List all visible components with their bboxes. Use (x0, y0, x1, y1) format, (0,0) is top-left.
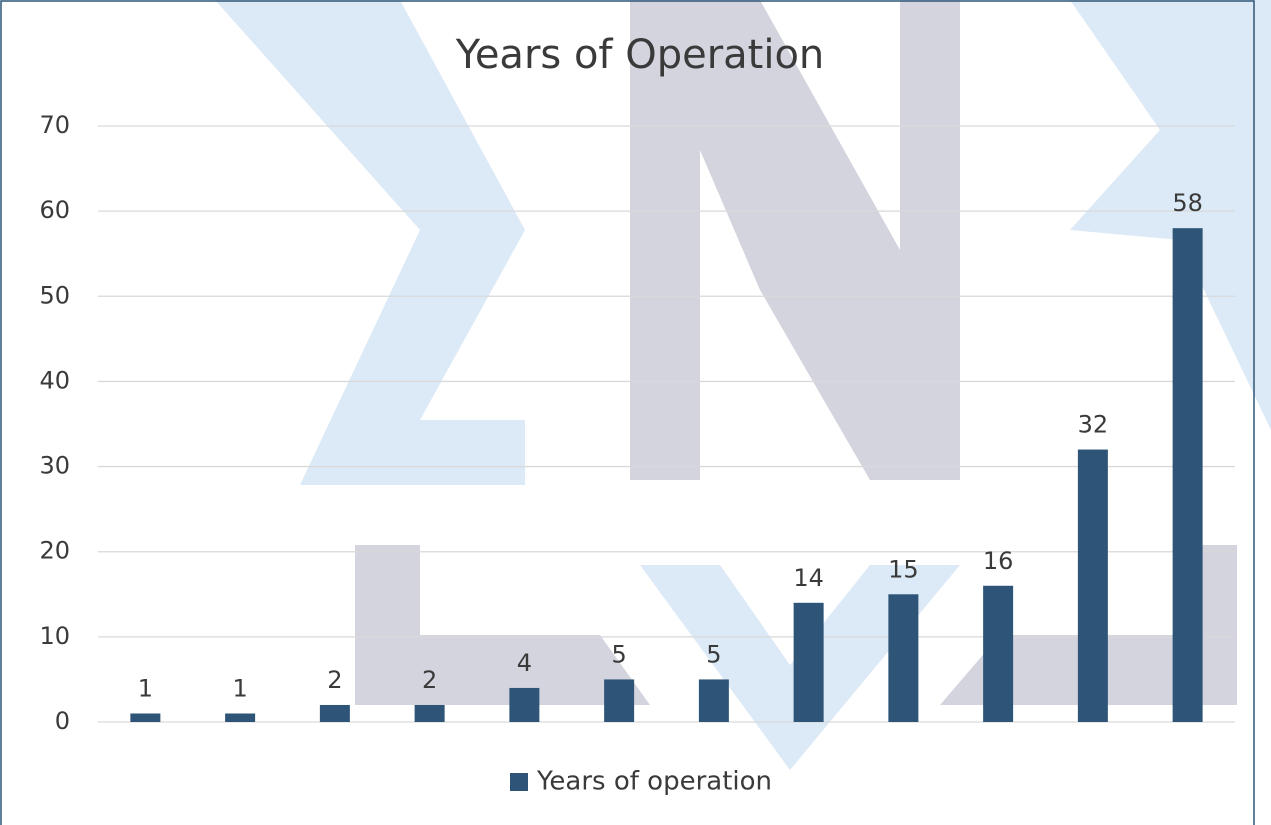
data-label: 4 (517, 649, 532, 677)
bar (793, 602, 824, 722)
data-label: 15 (888, 555, 919, 583)
y-tick-label: 10 (39, 622, 70, 650)
data-label: 1 (138, 674, 153, 702)
watermark-l (355, 545, 650, 705)
legend-label: Years of operation (536, 767, 772, 797)
data-label: 5 (706, 640, 721, 668)
y-tick-label: 40 (39, 366, 70, 394)
data-label: 14 (793, 564, 824, 592)
bar (225, 713, 256, 722)
watermark-l (940, 545, 1237, 705)
y-tick-label: 0 (55, 707, 70, 735)
bar (1172, 228, 1203, 722)
y-tick-label: 50 (39, 281, 70, 309)
watermark (215, 0, 1271, 770)
bar (983, 585, 1014, 722)
data-label: 58 (1172, 189, 1203, 217)
data-label: 16 (983, 547, 1014, 575)
chart-title: Years of Operation (455, 32, 825, 78)
bar (698, 679, 729, 722)
watermark-sigma (215, 0, 525, 485)
data-label: 2 (422, 666, 437, 694)
bar (1077, 449, 1108, 722)
data-label: 32 (1078, 411, 1109, 439)
bar (888, 594, 919, 722)
legend-swatch (510, 773, 528, 791)
y-tick-label: 30 (39, 452, 70, 480)
bar (130, 713, 161, 722)
data-label: 1 (232, 674, 247, 702)
y-tick-label: 60 (39, 196, 70, 224)
watermark-sigma (1070, 0, 1271, 430)
bar (414, 704, 445, 722)
bar (319, 704, 350, 722)
data-label: 2 (327, 666, 342, 694)
bar (509, 687, 540, 722)
bar (604, 679, 635, 722)
y-tick-label: 20 (39, 537, 70, 565)
watermark-n (630, 0, 960, 480)
data-label: 5 (611, 640, 626, 668)
y-tick-label: 70 (39, 111, 70, 139)
